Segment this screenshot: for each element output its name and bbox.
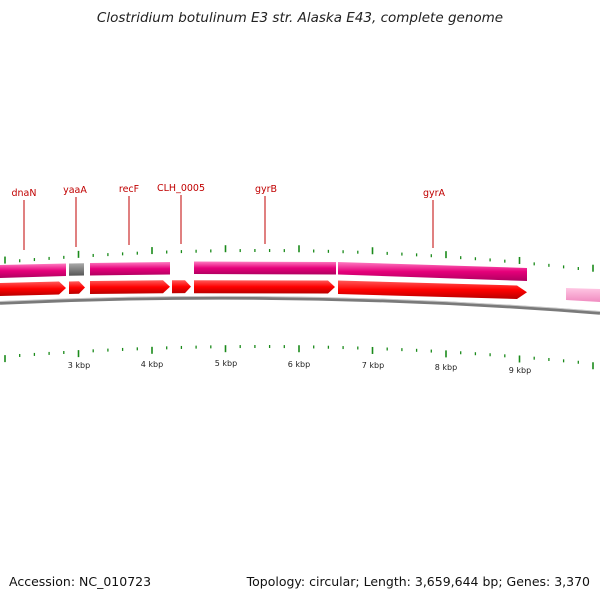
accession-text: Accession: NC_010723 — [9, 574, 152, 589]
outer-tick-row — [4, 245, 594, 272]
map-title: Clostridium botulinum E3 str. Alaska E43… — [96, 10, 504, 26]
svg-text:dnaN: dnaN — [12, 188, 37, 199]
svg-text:CLH_0005: CLH_0005 — [157, 183, 205, 194]
svg-text:yaaA: yaaA — [63, 185, 87, 196]
kbp-label-5: 5 kbp — [215, 359, 237, 368]
kbp-label-3: 3 kbp — [68, 361, 90, 370]
kbp-label-4: 4 kbp — [141, 360, 163, 369]
genome-backbone — [0, 296, 600, 315]
cds-arrow-dnaN[interactable] — [0, 281, 66, 297]
kbp-label-6: 6 kbp — [288, 360, 310, 369]
feature-block-5[interactable] — [566, 288, 600, 302]
cds-arrow-CLH_0005[interactable] — [172, 280, 191, 294]
cds-arrow-gyrB[interactable] — [194, 280, 335, 294]
kbp-scale: 3 kbp 4 kbp 5 kbp 6 kbp 7 kbp 8 kbp 9 kb… — [68, 359, 531, 375]
svg-text:recF: recF — [119, 184, 139, 195]
feature-block-2[interactable] — [90, 262, 170, 276]
kbp-label-8: 8 kbp — [435, 363, 457, 372]
kbp-label-7: 7 kbp — [362, 361, 384, 370]
gene-label-CLH_0005[interactable]: CLH_0005 — [157, 183, 205, 244]
kbp-label-9: 9 kbp — [509, 366, 531, 375]
gene-label-yaaA[interactable]: yaaA — [63, 185, 87, 247]
feature-track — [0, 261, 600, 302]
feature-block-grey[interactable] — [69, 263, 84, 276]
feature-block-1[interactable] — [0, 263, 66, 279]
gene-label-dnaN[interactable]: dnaN — [12, 188, 37, 250]
feature-block-3[interactable] — [194, 261, 336, 275]
svg-text:gyrA: gyrA — [423, 188, 446, 199]
feature-block-4[interactable] — [338, 262, 527, 281]
cds-arrow-gyrA[interactable] — [338, 280, 527, 300]
inner-tick-row — [4, 345, 594, 370]
cds-track — [0, 280, 527, 299]
gene-label-gyrB[interactable]: gyrB — [255, 184, 277, 244]
genome-summary-text: Topology: circular; Length: 3,659,644 bp… — [246, 574, 590, 589]
gene-label-recF[interactable]: recF — [119, 184, 139, 245]
cds-arrow-yaaA[interactable] — [69, 281, 85, 294]
cds-arrow-recF[interactable] — [90, 280, 170, 294]
gene-label-gyrA[interactable]: gyrA — [423, 188, 446, 248]
svg-text:gyrB: gyrB — [255, 184, 277, 195]
